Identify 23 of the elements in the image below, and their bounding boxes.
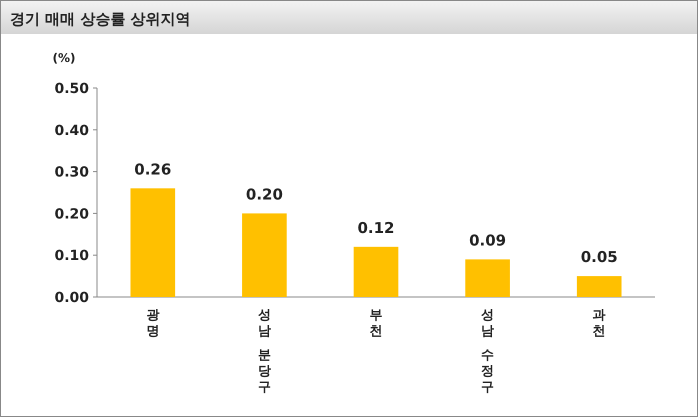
data-label: 0.20 xyxy=(246,185,283,204)
y-tick-label: 0.00 xyxy=(54,290,90,306)
x-tick-label: 성남 수정구 xyxy=(481,308,494,395)
bar xyxy=(354,246,398,297)
y-tick-label: 0.20 xyxy=(54,206,90,222)
chart-title: 경기 매매 상승률 상위지역 xyxy=(10,10,191,28)
y-axis-title: (%) xyxy=(52,51,76,65)
y-tick-label: 0.30 xyxy=(54,164,90,181)
bar xyxy=(576,276,622,297)
data-label: 0.26 xyxy=(134,160,172,178)
y-tick-label: 0.40 xyxy=(54,122,90,139)
y-tick-label: 0.50 xyxy=(54,81,90,97)
y-tick-label: 0.10 xyxy=(54,248,90,264)
data-label: 0.12 xyxy=(357,218,395,237)
bar xyxy=(242,213,287,297)
bar xyxy=(465,259,510,297)
bar xyxy=(130,188,176,297)
x-tick-label: 광명 xyxy=(146,308,160,339)
data-label: 0.05 xyxy=(580,248,618,266)
x-tick-label: 부천 xyxy=(370,308,382,339)
x-tick-label: 성남 분당구 xyxy=(258,308,271,395)
data-label: 0.09 xyxy=(469,231,506,250)
x-tick-label: 과천 xyxy=(592,308,606,339)
